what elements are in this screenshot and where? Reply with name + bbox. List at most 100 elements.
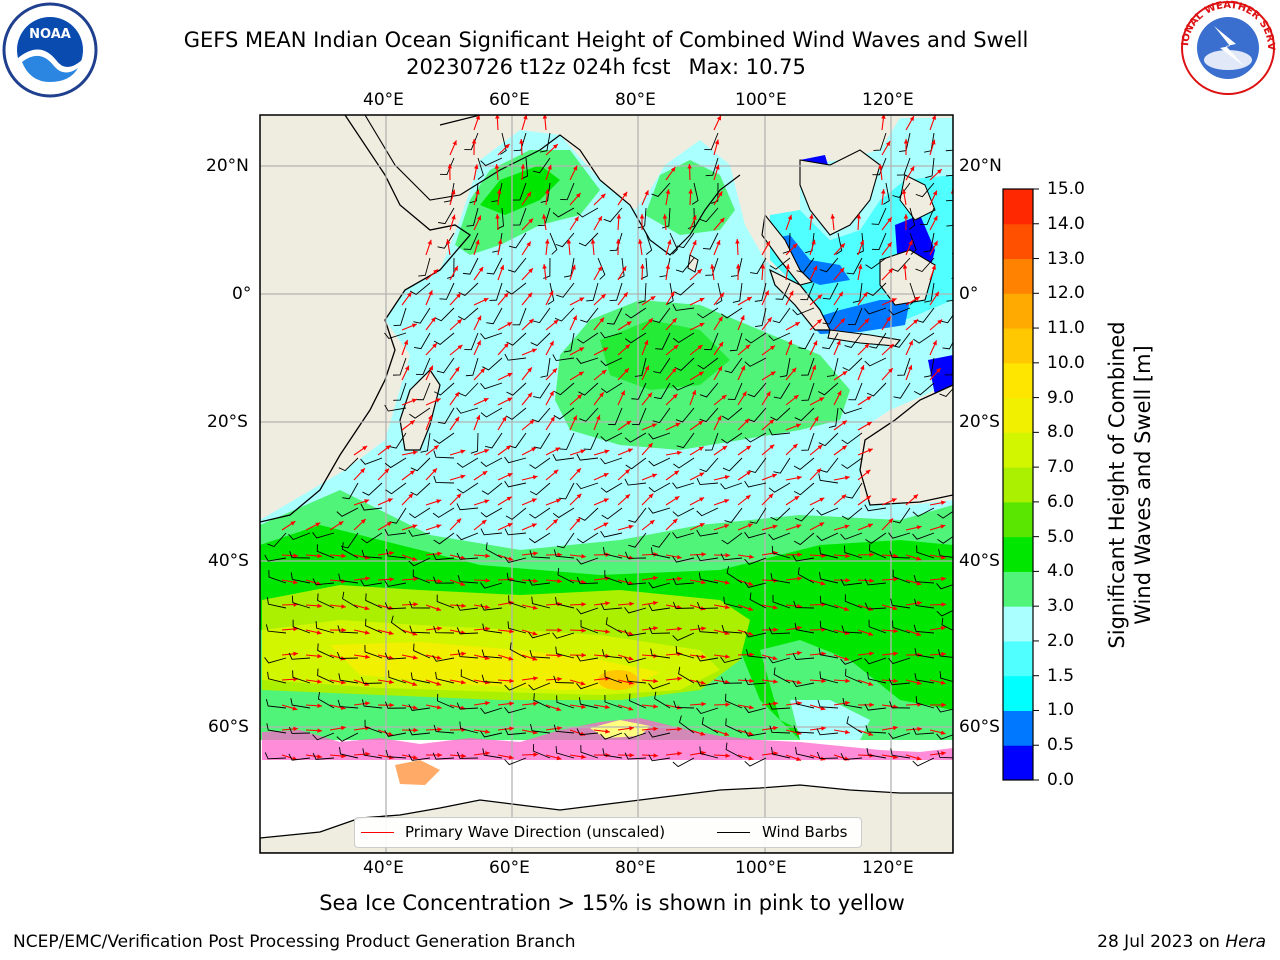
wind-barb bbox=[744, 581, 767, 588]
wind-barb bbox=[632, 407, 647, 426]
wave-arrow-head bbox=[701, 654, 706, 659]
wind-barb bbox=[828, 407, 839, 428]
wind-barb bbox=[385, 749, 407, 759]
colorbar-tick-label: 5.0 bbox=[1047, 526, 1075, 547]
wind-barb bbox=[852, 282, 863, 303]
wind-barb bbox=[696, 679, 719, 687]
wave-arrow-head bbox=[403, 339, 409, 345]
wind-barb bbox=[844, 594, 863, 609]
wind-barb bbox=[512, 307, 527, 326]
wind-barb bbox=[547, 282, 555, 305]
wave-arrow-head bbox=[957, 341, 961, 346]
wave-arrow-head bbox=[687, 164, 692, 169]
wave-arrow-head bbox=[605, 752, 610, 758]
wave-arrow-head bbox=[699, 322, 705, 328]
wind-barb bbox=[336, 651, 359, 659]
wave-arrow-head bbox=[719, 217, 725, 223]
wind-barb bbox=[608, 407, 623, 426]
wind-barb bbox=[672, 757, 695, 768]
wave-arrow-head bbox=[581, 554, 586, 559]
wave-arrow-head bbox=[955, 264, 959, 269]
wind-barb bbox=[773, 667, 791, 684]
wave-arrow-head bbox=[767, 317, 772, 323]
wind-barb bbox=[580, 745, 599, 759]
wave-arrow-head bbox=[747, 523, 753, 528]
lon-label-top-120e: 120°E bbox=[862, 90, 914, 110]
wave-arrow-head bbox=[859, 239, 865, 245]
wave-arrow-head bbox=[409, 420, 415, 425]
wave-arrow-head bbox=[653, 753, 658, 758]
wind-barb bbox=[818, 382, 839, 396]
wave-arrow-head bbox=[581, 579, 586, 585]
wind-barb bbox=[508, 595, 527, 609]
wind-barb bbox=[645, 232, 653, 255]
wave-arrow-head bbox=[553, 319, 559, 325]
wave-arrow-head bbox=[628, 706, 634, 711]
wave-arrow-head bbox=[445, 239, 451, 244]
wave-arrow-head bbox=[675, 422, 681, 428]
wind-barb bbox=[606, 307, 623, 325]
wave-arrow-head bbox=[787, 340, 793, 345]
colorbar-tick-label: 2.0 bbox=[1047, 630, 1075, 651]
wave-arrow-head bbox=[437, 626, 442, 631]
wind-barb bbox=[699, 382, 719, 398]
wind-barb bbox=[290, 698, 311, 709]
wave-arrow-head bbox=[760, 264, 766, 269]
wind-barb bbox=[533, 382, 551, 399]
wind-barb bbox=[840, 753, 863, 761]
wind-barb bbox=[459, 721, 479, 734]
colorbar-bin bbox=[1003, 640, 1033, 677]
wave-arrow-head bbox=[621, 266, 627, 272]
wave-arrow-head bbox=[819, 497, 825, 502]
wave-arrow-head bbox=[533, 578, 538, 584]
wave-arrow-head bbox=[603, 347, 609, 352]
wind-barb bbox=[508, 432, 527, 449]
wind-barb bbox=[841, 432, 863, 445]
wave-arrow-head bbox=[644, 365, 649, 371]
wind-barb bbox=[750, 257, 767, 275]
wave-arrow-head bbox=[364, 555, 370, 560]
wind-barb bbox=[942, 341, 953, 350]
wave-arrow-head bbox=[772, 524, 778, 530]
wave-arrow-head bbox=[735, 239, 740, 244]
wave-arrow-head bbox=[773, 725, 778, 731]
wave-arrow-head bbox=[768, 493, 774, 499]
colorbar-title-line2: Wind Waves and Swell [m] bbox=[1131, 345, 1155, 625]
wave-arrow-head bbox=[507, 397, 513, 402]
wave-arrow-head bbox=[869, 651, 874, 656]
wind-barb bbox=[456, 457, 479, 468]
wind-barb bbox=[601, 649, 623, 659]
wave-arrow-head bbox=[907, 365, 913, 371]
wind-barb bbox=[944, 370, 953, 376]
wave-direction-arrow bbox=[954, 630, 969, 635]
wind-barb bbox=[480, 707, 503, 715]
wave-arrow-head bbox=[880, 189, 886, 194]
wave-arrow-head bbox=[600, 193, 606, 199]
wind-barb bbox=[481, 674, 503, 684]
wave-direction-arrow bbox=[954, 523, 968, 530]
wind-barb bbox=[909, 232, 917, 255]
wave-arrow-head bbox=[428, 290, 433, 296]
wave-arrow-head bbox=[603, 522, 609, 527]
wave-arrow-head bbox=[941, 625, 946, 631]
wave-arrow-head bbox=[649, 520, 655, 525]
wind-barb bbox=[744, 678, 767, 686]
wave-arrow-head bbox=[789, 290, 794, 296]
wave-arrow-head bbox=[821, 726, 826, 731]
wave-arrow-head bbox=[893, 651, 898, 656]
wave-arrow-head bbox=[771, 473, 777, 478]
wind-barb bbox=[864, 504, 887, 512]
wind-barb bbox=[704, 132, 719, 151]
wind-barb bbox=[393, 307, 407, 326]
wind-barb bbox=[500, 132, 507, 155]
lat-label-left-40s: 40°S bbox=[208, 551, 249, 571]
wind-barb bbox=[896, 157, 911, 176]
wave-arrow-head bbox=[931, 115, 937, 120]
wind-barb bbox=[432, 655, 455, 662]
wave-arrow-head bbox=[481, 519, 487, 525]
wave-arrow-head bbox=[916, 525, 922, 530]
wind-barb bbox=[770, 572, 791, 584]
wave-arrow-head bbox=[412, 681, 418, 687]
wind-barb bbox=[631, 382, 647, 400]
wave-arrow-head bbox=[748, 606, 754, 611]
